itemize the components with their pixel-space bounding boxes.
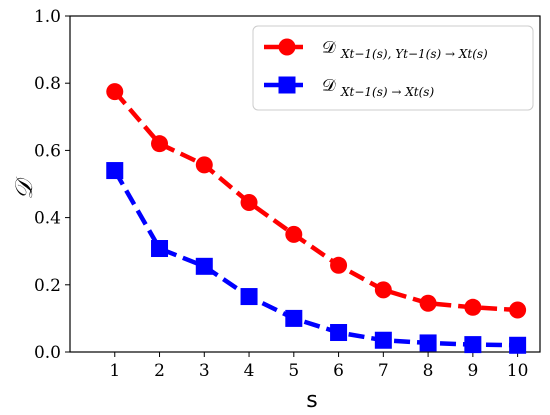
- series-1-point: [285, 225, 303, 243]
- series-1-point: [330, 256, 348, 274]
- series-1: [106, 83, 527, 319]
- y-axis-ticks: 0.0 0.2 0.4 0.6 0.8 1.0: [34, 7, 70, 363]
- series-2-point: [330, 324, 348, 342]
- series-1-point: [151, 135, 169, 153]
- x-tick-label: 8: [423, 361, 434, 381]
- legend-label-main: 𝒟: [322, 76, 336, 96]
- series-1-point: [374, 281, 392, 299]
- x-tick-label: 2: [154, 361, 165, 381]
- x-axis-label: s: [306, 388, 317, 413]
- series-2-point: [195, 257, 213, 275]
- x-tick-label: 10: [507, 361, 529, 381]
- legend-label-main: 𝒟: [322, 38, 336, 58]
- x-axis-ticks: 1 2 3 4 5 6 7 8 9 10: [109, 352, 528, 381]
- x-tick-label: 7: [378, 361, 389, 381]
- series-2-point: [419, 334, 437, 352]
- series-2-point: [464, 336, 482, 354]
- series-1-point: [195, 156, 213, 174]
- legend: 𝒟 Xt−1(s), Yt−1(s) → Xt(s) 𝒟 Xt−1(s) → Xt(s…: [252, 25, 534, 111]
- series-2-line: [112, 169, 518, 348]
- series-1-point: [419, 294, 437, 312]
- legend-item-1: 𝒟 Xt−1(s), Yt−1(s) → Xt(s): [264, 38, 488, 61]
- y-tick-label: 0.2: [34, 276, 61, 296]
- y-tick-label: 0.4: [34, 209, 61, 229]
- series-2-point: [240, 288, 258, 306]
- legend-marker: [278, 76, 296, 94]
- series-1-point: [464, 298, 482, 316]
- series-2: [106, 162, 527, 354]
- series-2-point: [106, 162, 124, 180]
- series-1-point: [106, 83, 124, 101]
- x-tick-label: 5: [288, 361, 299, 381]
- series-2-point: [285, 309, 303, 327]
- series-1-point: [509, 301, 527, 319]
- y-tick-label: 0.6: [34, 141, 61, 161]
- y-tick-label: 0.8: [34, 74, 61, 94]
- x-tick-label: 6: [333, 361, 344, 381]
- series-1-line: [113, 90, 518, 313]
- x-tick-label: 1: [109, 361, 120, 381]
- series-1-point: [240, 193, 258, 211]
- legend-label-subscript: Xt−1(s), Yt−1(s) → Xt(s): [340, 47, 488, 61]
- x-tick-label: 3: [199, 361, 210, 381]
- series-2-point: [151, 240, 169, 258]
- series-2-point: [509, 336, 527, 354]
- series-layer: [106, 83, 527, 354]
- series-2-point: [374, 331, 392, 349]
- legend-box: [252, 25, 534, 111]
- y-axis-label: 𝒟: [10, 176, 38, 200]
- x-tick-label: 4: [244, 361, 255, 381]
- legend-label-subscript: Xt−1(s) → Xt(s): [340, 85, 434, 99]
- y-tick-label: 0.0: [34, 343, 61, 363]
- x-tick-label: 9: [467, 361, 478, 381]
- legend-marker: [278, 38, 296, 56]
- y-tick-label: 1.0: [34, 7, 61, 27]
- legend-item-2: 𝒟 Xt−1(s) → Xt(s): [264, 76, 434, 99]
